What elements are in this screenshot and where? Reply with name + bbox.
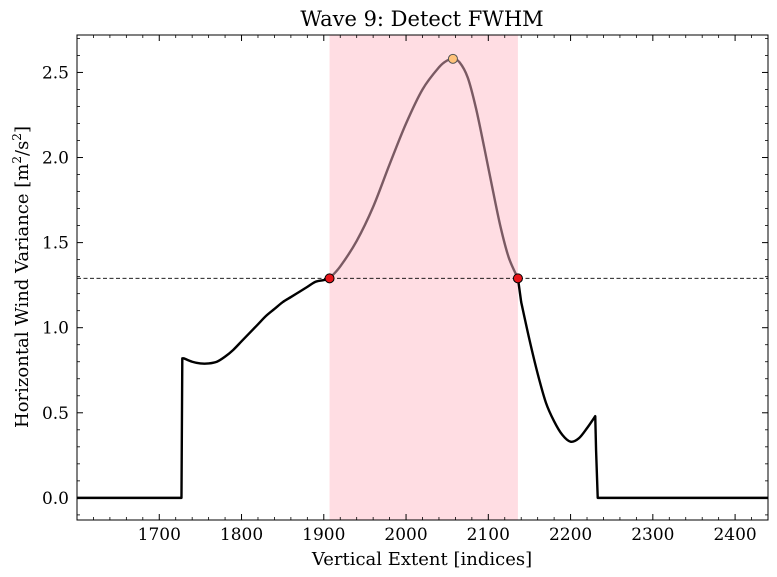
x-tick-label: 1800: [220, 525, 263, 545]
fwhm-point-2: [512, 273, 523, 284]
y-tick-label: 1.0: [42, 319, 69, 339]
x-tick-label: 1900: [302, 525, 345, 545]
y-axis-label-end: ]: [12, 126, 33, 133]
x-tick-label: 2300: [631, 525, 674, 545]
x-axis-label: Vertical Extent [indices]: [311, 549, 532, 570]
peak-point: [447, 53, 458, 64]
y-axis-label-main: Horizontal Wind Variance [m: [12, 164, 33, 428]
y-tick-label: 2.0: [42, 149, 69, 169]
plot-frame: [76, 34, 769, 521]
chart-title: Wave 9: Detect FWHM: [300, 7, 543, 31]
x-tick-label: 2100: [467, 525, 510, 545]
fwhm-point-1: [324, 273, 335, 284]
y-axis-label-sup1: 2: [10, 156, 24, 164]
y-axis-label-sup2: 2: [10, 133, 24, 141]
y-axis-label-mid: /s: [12, 141, 33, 156]
y-axis-label: Horizontal Wind Variance [m2/s2]: [10, 126, 33, 428]
x-tick-label: 2000: [384, 525, 427, 545]
y-tick-label: 1.5: [42, 234, 69, 254]
series-line-left: [76, 277, 330, 500]
x-tick-label: 1700: [138, 525, 181, 545]
x-tick-label: 2400: [713, 525, 756, 545]
fwhm-span: [329, 35, 518, 520]
y-tick-label: 0.5: [42, 404, 69, 424]
y-tick-label: 2.5: [42, 63, 69, 83]
x-tick-label: 2200: [549, 525, 592, 545]
series-line-right: [516, 278, 768, 500]
y-tick-label: 0.0: [42, 489, 69, 509]
